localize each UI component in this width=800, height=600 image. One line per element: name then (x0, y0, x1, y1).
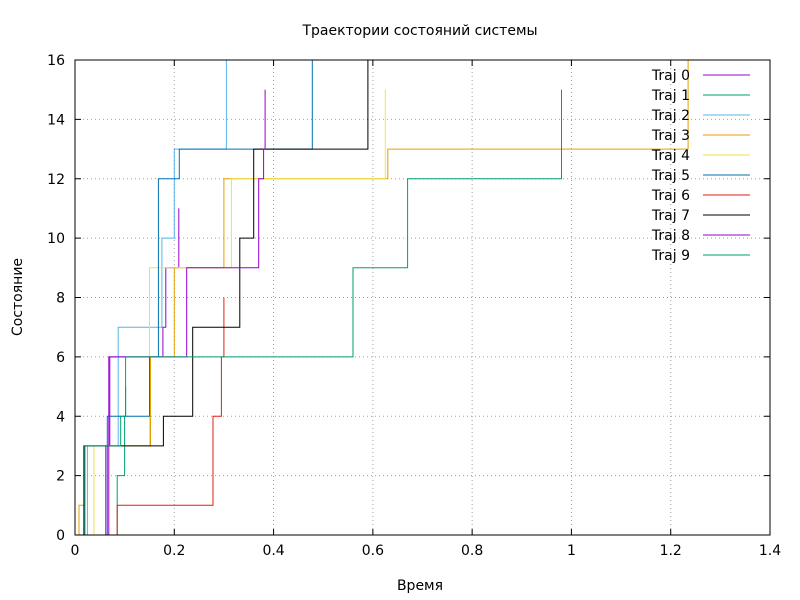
series-layer (75, 60, 689, 536)
legend-label: Traj 4 (651, 148, 690, 164)
series-line-traj-8 (75, 89, 266, 536)
legend-label: Traj 9 (651, 248, 690, 264)
legend-label: Traj 8 (651, 228, 690, 244)
legend-label: Traj 3 (651, 128, 690, 144)
y-tick-label: 16 (47, 53, 65, 69)
x-tick-label: 0.6 (362, 543, 384, 559)
series-line-traj-3 (75, 60, 689, 536)
legend-label: Traj 5 (651, 168, 690, 184)
series-line-traj-5 (75, 60, 313, 536)
legend: Traj 0 Traj 1 Traj 2 Traj 3 Traj 4 Traj 5 Traj… (651, 68, 750, 264)
x-tick-label: 1 (567, 543, 576, 559)
y-axis-title: Состояние (10, 258, 26, 336)
legend-label: Traj 0 (651, 68, 690, 84)
x-tick-label: 0.8 (461, 543, 483, 559)
y-tick-label: 8 (56, 291, 65, 307)
x-axis-title: Время (397, 578, 443, 594)
legend-label: Traj 1 (651, 88, 690, 104)
y-tick-label: 10 (47, 231, 65, 247)
legend-label: Traj 7 (651, 208, 690, 224)
y-tick-label: 12 (47, 172, 65, 188)
chart-title: Траектории состояний системы (301, 23, 537, 39)
legend-label: Traj 2 (651, 108, 690, 124)
y-tick-label: 4 (56, 409, 65, 425)
x-tick-label: 0 (71, 543, 80, 559)
x-tick-label: 1.4 (759, 543, 781, 559)
y-tick-label: 6 (56, 350, 65, 366)
x-tick-label: 1.2 (660, 543, 682, 559)
series-line-traj-9 (75, 89, 562, 536)
x-tick-label: 0.2 (163, 543, 185, 559)
x-axis: 0 0.2 0.4 0.6 0.8 1 1.2 1.4 (71, 60, 781, 559)
y-tick-label: 2 (56, 469, 65, 485)
series-line-traj-4 (75, 89, 386, 536)
y-tick-label: 0 (56, 528, 65, 544)
series-line-traj-0 (75, 208, 180, 536)
y-tick-label: 14 (47, 112, 65, 128)
y-axis: 0 2 4 6 8 10 12 14 16 (47, 53, 770, 544)
x-tick-label: 0.4 (262, 543, 284, 559)
legend-label: Traj 6 (651, 188, 690, 204)
